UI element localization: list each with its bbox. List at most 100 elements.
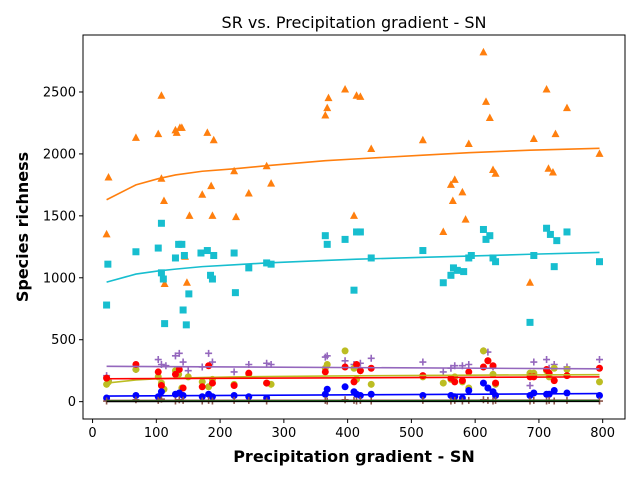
data-point (356, 92, 365, 100)
data-point (208, 358, 216, 366)
data-point (230, 249, 238, 257)
data-point (184, 373, 192, 381)
data-point (157, 269, 165, 277)
data-point (104, 260, 112, 268)
x-tick-label: 400 (335, 426, 360, 441)
data-point (157, 91, 166, 99)
data-point (543, 356, 551, 364)
data-point (553, 237, 561, 245)
data-point (460, 268, 468, 276)
data-point (230, 166, 239, 175)
data-point (244, 189, 253, 197)
trend-line-4 (106, 376, 600, 380)
data-point (179, 306, 187, 314)
data-point (321, 232, 329, 240)
data-point (159, 275, 167, 283)
data-point (550, 387, 558, 395)
x-axis-label: Precipitation gradient - SN (233, 447, 475, 466)
plot-area (102, 47, 604, 405)
data-point (446, 180, 455, 188)
data-point (485, 113, 494, 121)
data-point (171, 254, 179, 262)
data-point (367, 380, 375, 388)
data-point (479, 379, 487, 387)
data-point (367, 354, 375, 362)
data-point (550, 263, 558, 271)
y-tick-label: 2500 (43, 85, 76, 100)
data-point (154, 129, 163, 138)
data-point (323, 360, 331, 368)
data-point (185, 211, 194, 219)
data-point (321, 368, 329, 376)
data-point (544, 164, 553, 172)
data-point (484, 357, 492, 365)
data-point (530, 358, 538, 366)
data-point (350, 286, 358, 294)
data-point (439, 227, 448, 235)
data-point (530, 389, 538, 397)
data-point (207, 181, 216, 190)
data-point (489, 362, 497, 370)
data-point (180, 251, 188, 259)
data-point (171, 370, 179, 378)
data-point (542, 85, 551, 93)
trend-line-0 (106, 147, 600, 201)
data-point (182, 278, 191, 286)
data-point (350, 378, 358, 386)
x-tick-label: 500 (399, 426, 424, 441)
data-point (208, 275, 216, 283)
data-point (132, 365, 140, 373)
data-point (482, 235, 490, 243)
data-point (551, 129, 560, 138)
data-point (172, 128, 181, 136)
data-point (197, 249, 205, 257)
data-point (321, 111, 330, 119)
trend-line-1 (106, 251, 600, 283)
data-point (157, 382, 165, 390)
data-point (210, 251, 218, 259)
data-point (341, 235, 349, 243)
data-point (267, 179, 276, 187)
data-point (203, 247, 211, 255)
data-point (492, 258, 500, 266)
data-point (198, 383, 206, 391)
data-point (529, 134, 538, 143)
data-point (458, 377, 466, 385)
data-point (367, 254, 375, 262)
data-point (439, 368, 447, 376)
data-point (245, 264, 253, 272)
data-point (162, 362, 170, 370)
data-point (350, 211, 358, 219)
data-point (464, 139, 473, 148)
data-point (548, 167, 557, 176)
data-point (486, 232, 494, 240)
x-tick-label: 0 (88, 426, 96, 441)
data-point (208, 379, 216, 387)
data-point (132, 248, 140, 256)
data-point (595, 378, 603, 386)
data-point (103, 301, 111, 309)
data-point (461, 215, 470, 223)
data-point (207, 271, 215, 279)
data-point (157, 219, 165, 227)
y-tick-label: 1000 (43, 271, 76, 286)
data-point (526, 382, 534, 390)
data-point (595, 258, 603, 266)
data-point (341, 357, 349, 365)
data-point (562, 103, 571, 112)
data-point (489, 254, 497, 262)
x-tick-label: 100 (144, 426, 169, 441)
data-point (171, 352, 179, 360)
data-point (267, 260, 275, 268)
data-point (550, 377, 558, 385)
x-tick-label: 200 (208, 426, 233, 441)
data-point (205, 362, 213, 370)
data-point (178, 240, 186, 248)
data-point (563, 228, 571, 236)
data-point (185, 290, 193, 298)
data-point (491, 169, 500, 177)
data-point (465, 360, 473, 368)
data-point (449, 264, 457, 272)
y-axis-label: Species richness (13, 152, 32, 302)
